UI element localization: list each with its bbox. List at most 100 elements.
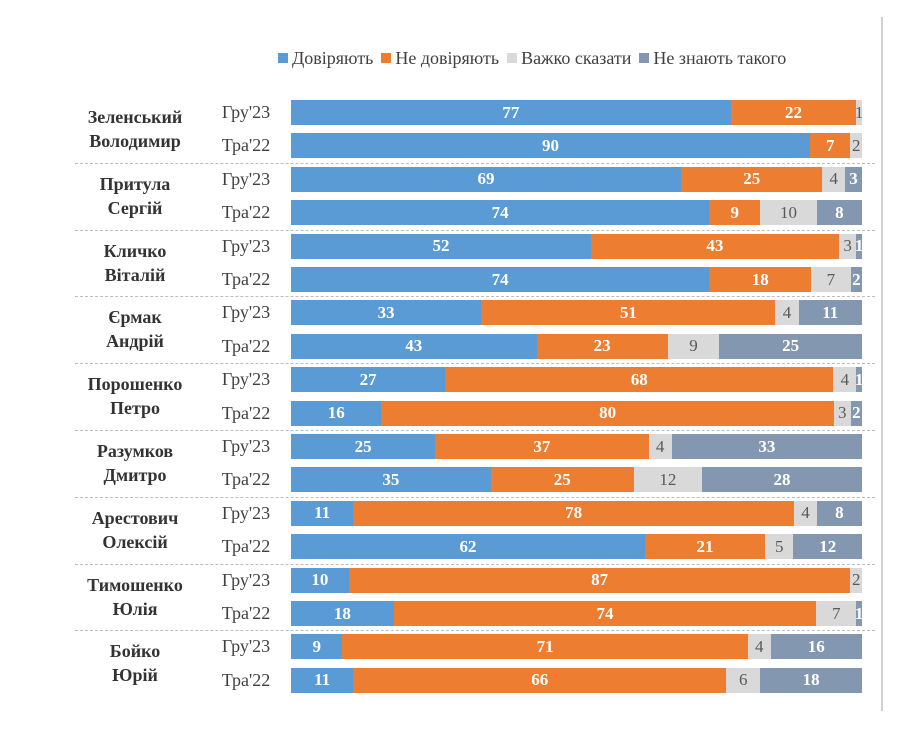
data-label: 80 [599,403,617,423]
legend-swatch-unknown [639,53,650,63]
period-label: Тра'22 [221,269,271,289]
candidate-surname: Разумков [96,441,174,461]
bar-segment-distrust: 25 [490,467,634,493]
bar-segment-trust: 9 [291,634,343,660]
bar-segment-trust: 11 [291,500,354,526]
period-label: Гру'23 [221,235,271,256]
group-separator [75,296,875,298]
bar-segment-unknown: 3 [845,166,862,192]
group-separator [75,162,875,164]
legend-swatch-hard-to-say [507,53,518,63]
data-label: 18 [802,670,820,690]
data-label: 35 [382,469,400,489]
candidate-firstname: Сергій [107,197,163,218]
bar-segment-unknown: 8 [816,500,862,526]
period-label: Гру'23 [221,502,271,523]
candidate-surname: Єрмак [108,307,162,328]
period-label: Гру'23 [221,102,271,122]
data-label: 3 [843,236,852,256]
bar-segment-distrust: 71 [342,634,748,660]
data-label: 8 [835,202,844,222]
candidate-name: Арестович Олексій [70,506,200,554]
bar-segment-unknown: 2 [850,400,862,426]
legend-label-distrust: Не довіряють [395,47,500,68]
data-label: 25 [782,336,800,356]
legend-swatch-trust [278,53,288,63]
bar-segment-distrust: 43 [590,233,839,259]
data-label: 1 [854,236,864,256]
bar-segment-distrust: 7 [810,133,851,159]
bar-segment-hard-to-say: 4 [775,300,799,326]
candidate-surname: Притула [99,173,171,194]
legend-label-hard-to-say: Важко сказати [521,47,632,68]
bar-segment-unknown: 11 [798,300,862,326]
bar-segment-trust: 90 [291,133,811,159]
data-label: 10 [780,202,797,222]
bar-segment-unknown: 28 [702,467,862,493]
period-label: Гру'23 [221,369,271,390]
period-label: Гру'23 [221,436,271,456]
period-label: Тра'22 [221,202,271,223]
data-label: 87 [591,570,609,590]
period-label: Тра'22 [221,335,271,356]
legend-item-hard-to-say: Важко сказати [507,48,631,69]
legend: Довіряють Не довіряють Важко сказати Не … [278,46,794,70]
data-label: 18 [333,603,351,623]
bar-segment-distrust: 25 [681,166,823,192]
data-label: 2 [851,135,861,155]
candidate-name: Кличко Віталій [70,239,200,287]
data-label: 2 [852,403,861,423]
data-label: 7 [832,603,841,623]
data-label: 11 [822,302,839,322]
data-label: 10 [311,570,329,590]
candidate-firstname: Віталій [104,264,166,285]
data-label: 71 [536,636,554,656]
data-label: 69 [477,169,495,189]
data-label: 43 [706,236,724,256]
bar-segment-hard-to-say: 4 [747,634,771,660]
candidate-name: Зеленський Володимир [70,105,200,153]
candidate-name: Порошенко Петро [70,372,200,420]
candidate-surname: Порошенко [87,374,183,395]
data-label: 27 [359,369,377,389]
data-label: 12 [819,536,837,556]
data-label: 3 [849,169,858,189]
data-label: 4 [655,436,665,456]
data-label: 74 [491,269,509,289]
period-label: Тра'22 [221,536,271,557]
legend-label-trust: Довіряють [292,47,374,68]
candidate-name: Бойко Юрій [70,639,200,687]
data-label: 1 [854,369,864,389]
data-label: 52 [432,236,450,256]
period-label: Гру'23 [221,168,271,189]
data-label: 90 [542,135,560,155]
data-label: 16 [807,636,825,656]
bar-segment-hard-to-say: 7 [811,267,851,292]
period-label: Тра'22 [221,469,271,490]
data-label: 9 [312,636,321,656]
bar-segment-unknown: 12 [793,534,862,560]
candidate-surname: Кличко [103,240,167,261]
data-label: 74 [491,202,509,222]
period-label: Гру'23 [221,636,271,657]
candidate-surname: Арестович [91,507,179,528]
data-label: 9 [730,202,740,222]
data-label: 9 [689,336,698,356]
candidate-surname: Тимошенко [87,574,183,595]
bar-segment-distrust: 37 [435,434,649,459]
data-label: 4 [840,369,850,389]
data-label: 12 [659,469,677,489]
data-label: 2 [852,269,861,289]
bar-segment-distrust: 66 [353,667,727,693]
bar-segment-trust: 43 [291,333,537,359]
bar-segment-trust: 27 [291,367,446,393]
legend-item-distrust: Не довіряють [381,48,499,69]
bar-segment-distrust: 51 [481,300,776,326]
data-label: 11 [314,503,331,523]
data-label: 21 [696,536,714,556]
data-label: 68 [630,369,648,389]
bar-segment-trust: 11 [291,667,354,693]
group-separator [75,496,875,498]
data-label: 66 [531,670,549,690]
data-label: 4 [754,636,764,656]
